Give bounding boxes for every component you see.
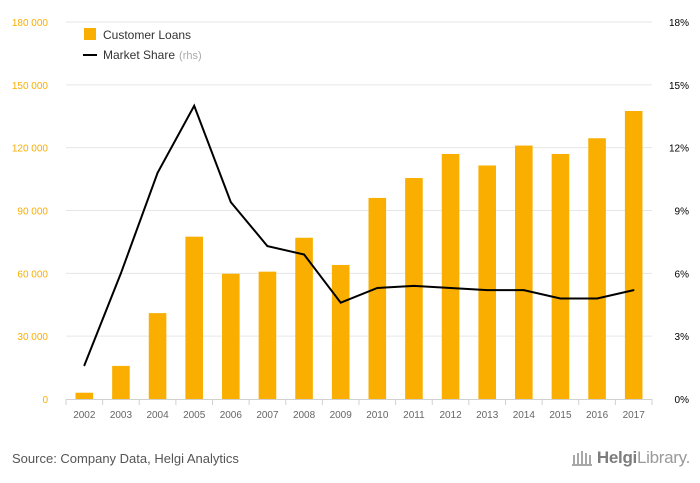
bar-customer-loans: [588, 138, 606, 399]
x-axis-tick-label: 2006: [220, 410, 243, 421]
x-axis-tick-label: 2002: [73, 410, 96, 421]
x-axis-tick-label: 2010: [366, 410, 389, 421]
logo-text-helgi: Helgi: [596, 448, 637, 467]
bar-customer-loans: [551, 153, 570, 399]
bar-customer-loans: [185, 236, 203, 399]
bar-customer-loans: [478, 165, 496, 399]
right-axis-tick-label: 12%: [669, 144, 689, 155]
x-axis-tick-label: 2012: [439, 410, 462, 421]
point-market-share: [339, 301, 342, 304]
x-axis-tick-label: 2013: [476, 410, 499, 421]
point-market-share: [523, 289, 525, 291]
legend-swatch-customer-loans: [84, 28, 96, 40]
library-building-icon: [571, 451, 592, 466]
source-note: Source: Company Data, Helgi Analytics: [12, 451, 239, 466]
bar-customer-loans: [75, 392, 94, 399]
point-market-share: [559, 297, 562, 300]
bar-customer-loans: [368, 197, 387, 399]
line-market-share: [83, 103, 634, 366]
bar-customer-loans: [148, 313, 167, 399]
left-axis-tick-label: 180 000: [12, 18, 49, 29]
point-market-share: [632, 289, 635, 291]
left-axis-tick-label: 90 000: [17, 207, 48, 218]
left-axis-tick-label: 150 000: [12, 81, 49, 92]
legend-label-customer-loans: Customer Loans: [103, 28, 191, 42]
x-axis-tick-label: 2015: [549, 410, 572, 421]
right-axis-tick-label: 0%: [675, 395, 690, 406]
point-market-share: [413, 285, 415, 287]
x-axis-tick-label: 2009: [330, 410, 353, 421]
x-axis-tick-label: 2017: [623, 410, 646, 421]
point-market-share: [303, 253, 305, 256]
point-market-share: [230, 201, 232, 203]
right-axis-tick-label: 18%: [669, 18, 689, 29]
x-axis-tick-label: 2007: [256, 410, 279, 421]
x-axis-tick-label: 2011: [403, 410, 425, 421]
bar-customer-loans: [441, 153, 460, 399]
point-market-share: [376, 287, 379, 289]
x-axis-tick-label: 2008: [293, 410, 316, 421]
bar-customer-loans: [515, 145, 533, 399]
point-market-share: [156, 172, 159, 174]
bar-customer-loans: [258, 271, 277, 399]
logo-text-library: Library.: [636, 448, 690, 467]
bar-customer-loans: [222, 273, 240, 399]
bar-customer-loans: [112, 365, 130, 399]
left-axis-tick-label: 60 000: [17, 269, 48, 280]
right-axis-tick-label: 6%: [675, 269, 690, 280]
helgi-library-logo: HelgiLibrary.: [571, 448, 690, 468]
x-axis-tick-label: 2016: [586, 410, 609, 421]
bar-customer-loans: [405, 178, 423, 399]
bar-customer-loans: [295, 237, 313, 399]
point-market-share: [486, 289, 488, 291]
x-axis-tick-label: 2014: [513, 410, 536, 421]
legend-label-market-share: Market Share: [103, 48, 175, 62]
x-axis-tick-label: 2003: [110, 410, 133, 421]
right-axis-tick-label: 15%: [669, 81, 689, 92]
x-axis-tick-label: 2004: [146, 410, 169, 421]
bar-customer-loans: [624, 111, 643, 399]
x-axis-tick-label: 2005: [183, 410, 206, 421]
point-market-share: [193, 104, 195, 107]
right-axis-tick-label: 3%: [675, 332, 690, 343]
right-axis-tick-label: 9%: [675, 207, 690, 218]
bar-customer-loans: [331, 264, 350, 399]
legend-label-rhs-suffix: (rhs): [179, 50, 202, 62]
point-market-share: [449, 287, 452, 289]
point-market-share: [266, 245, 269, 247]
point-market-share: [596, 297, 598, 300]
combo-chart: 0 30 000 60 000 90 000 120 000 150 000 180 000…: [12, 18, 690, 421]
left-axis-tick-label: 30 000: [17, 332, 48, 343]
point-market-share: [120, 272, 122, 275]
left-axis-tick-label: 0: [42, 395, 48, 406]
point-market-share: [83, 364, 86, 367]
left-axis-tick-label: 120 000: [12, 144, 49, 155]
